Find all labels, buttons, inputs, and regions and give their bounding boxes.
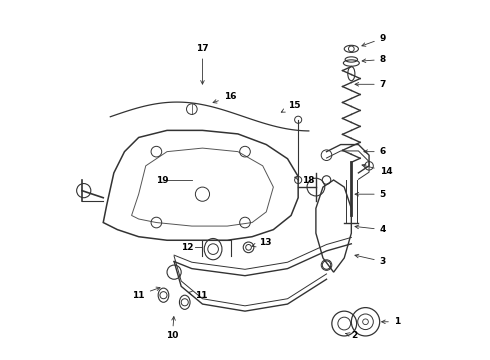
Text: 7: 7 <box>355 80 386 89</box>
Text: 12: 12 <box>181 243 194 252</box>
Text: 10: 10 <box>166 316 178 341</box>
Text: 16: 16 <box>213 92 236 103</box>
Text: 18: 18 <box>294 176 314 185</box>
Text: 14: 14 <box>362 164 392 176</box>
Text: 1: 1 <box>382 317 400 326</box>
Text: 19: 19 <box>156 176 169 185</box>
Text: 2: 2 <box>346 332 358 341</box>
Text: 5: 5 <box>355 190 386 199</box>
Text: 17: 17 <box>196 44 209 84</box>
Text: 4: 4 <box>355 225 386 234</box>
Text: 8: 8 <box>362 55 386 64</box>
Text: 3: 3 <box>355 254 386 266</box>
Text: 13: 13 <box>252 238 271 247</box>
Text: 6: 6 <box>364 147 386 156</box>
Text: 11: 11 <box>188 291 208 300</box>
Text: 9: 9 <box>362 34 386 46</box>
Text: 11: 11 <box>132 287 160 300</box>
Text: 15: 15 <box>281 101 300 112</box>
